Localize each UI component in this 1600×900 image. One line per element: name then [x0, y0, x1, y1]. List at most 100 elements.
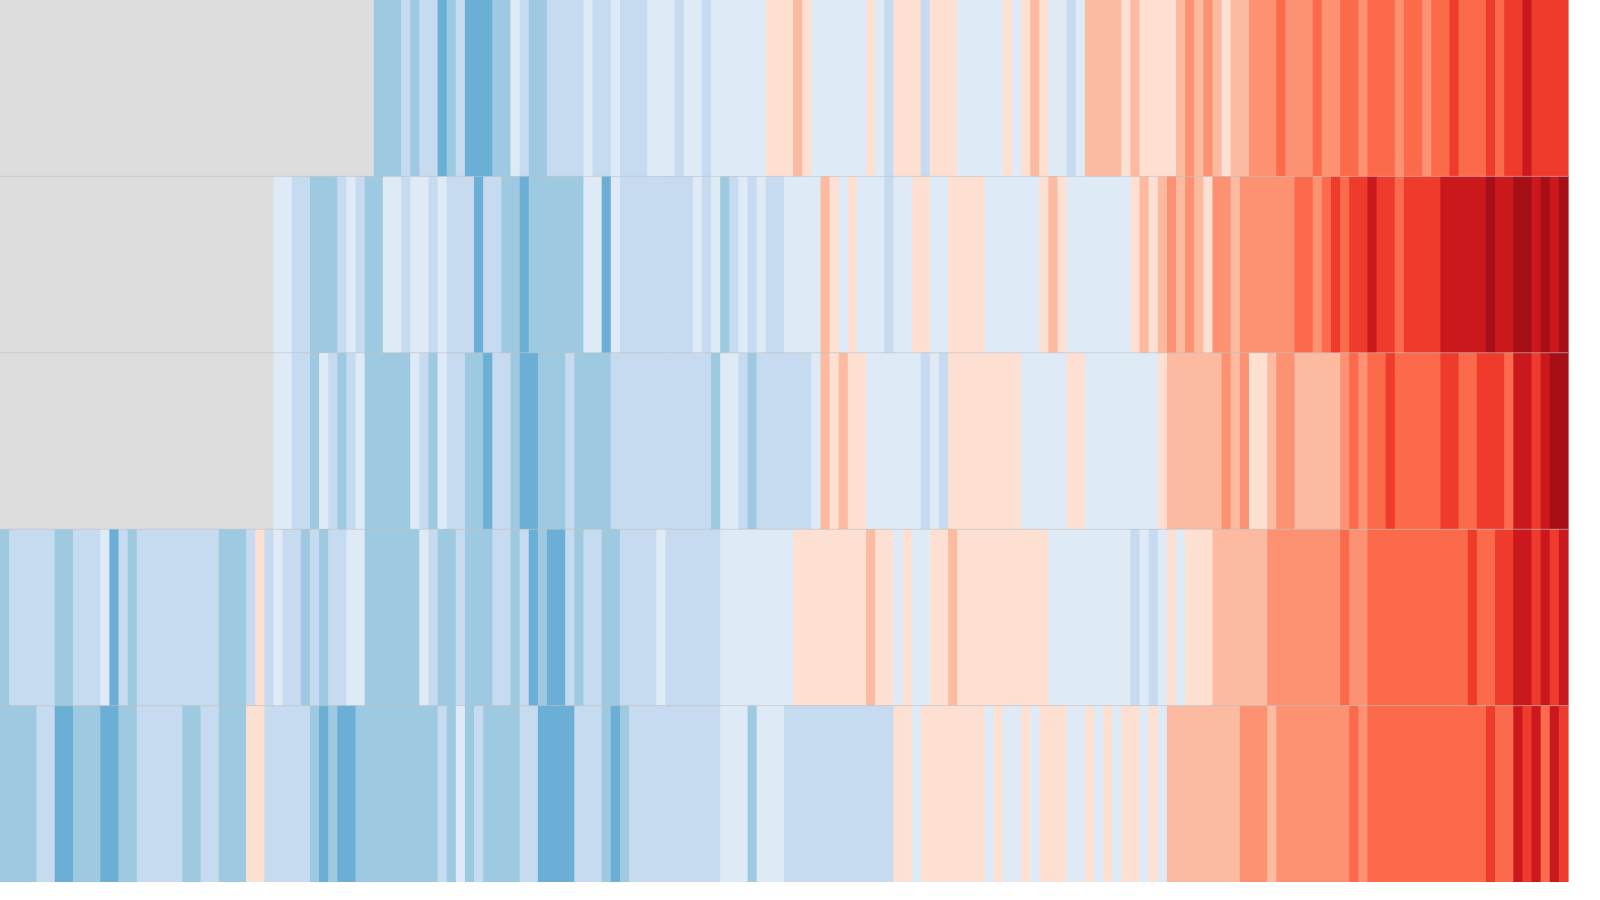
stripe [647, 0, 657, 177]
stripe [1476, 705, 1487, 882]
stripe [629, 705, 639, 882]
stripe [446, 352, 457, 530]
stripe [629, 352, 639, 530]
stripe [747, 0, 758, 177]
stripe [948, 705, 958, 882]
stripe [291, 352, 302, 530]
stripe [428, 529, 439, 706]
stripe [592, 705, 603, 882]
stripe [619, 176, 630, 353]
stripe [309, 352, 320, 530]
stripe [711, 352, 721, 530]
stripe [1340, 176, 1350, 353]
stripe [309, 176, 320, 353]
stripe [1148, 0, 1159, 177]
stripe [63, 705, 74, 882]
missing-stripe [309, 0, 320, 177]
stripe [765, 705, 776, 882]
stripe [802, 0, 812, 177]
stripe [1048, 0, 1059, 177]
missing-stripe [191, 176, 202, 353]
stripe [1239, 705, 1250, 882]
stripe [647, 529, 657, 706]
stripe [966, 0, 977, 177]
stripe [756, 705, 767, 882]
stripe [154, 529, 165, 706]
stripe [720, 705, 730, 882]
stripe [565, 352, 575, 530]
stripe [1449, 352, 1460, 530]
stripe [1495, 705, 1505, 882]
stripe [483, 176, 493, 353]
stripe [1258, 176, 1268, 353]
stripe [957, 352, 967, 530]
stripe [1011, 176, 1022, 353]
stripe [1540, 0, 1551, 177]
stripe [492, 176, 502, 353]
stripe [1349, 529, 1359, 706]
missing-stripe [72, 0, 83, 177]
stripe [392, 352, 402, 530]
stripe [938, 705, 949, 882]
stripe [282, 705, 293, 882]
stripe [665, 176, 676, 353]
missing-stripe [191, 352, 202, 530]
stripe [656, 352, 667, 530]
stripe [738, 705, 749, 882]
stripe [683, 0, 694, 177]
stripe [1531, 352, 1542, 530]
stripe [1531, 705, 1542, 882]
stripe [1385, 176, 1396, 353]
missing-stripe [127, 176, 138, 353]
stripe [428, 352, 439, 530]
stripe [1075, 352, 1086, 530]
stripe [1057, 0, 1068, 177]
stripe [1303, 352, 1314, 530]
missing-stripe [246, 176, 256, 353]
stripe [820, 705, 831, 882]
stripe [556, 352, 566, 530]
stripe [647, 705, 657, 882]
stripe [373, 529, 384, 706]
stripe [1467, 176, 1478, 353]
stripe [437, 705, 448, 882]
missing-stripe [209, 176, 220, 353]
stripe [1358, 705, 1369, 882]
stripe [1294, 0, 1305, 177]
stripe [483, 0, 493, 177]
stripe [1449, 0, 1460, 177]
stripe [893, 352, 904, 530]
stripe [656, 529, 667, 706]
stripe [1130, 705, 1141, 882]
stripe [273, 705, 284, 882]
stripe [838, 705, 849, 882]
stripe [1340, 705, 1350, 882]
stripe [1075, 0, 1086, 177]
stripe [1057, 176, 1068, 353]
stripe [1276, 176, 1286, 353]
stripe [1148, 352, 1159, 530]
stripe [1312, 529, 1323, 706]
stripe [619, 352, 630, 530]
stripe [902, 529, 913, 706]
missing-stripe [82, 176, 92, 353]
stripe [200, 705, 211, 882]
stripe [1549, 352, 1560, 530]
stripe [1413, 352, 1423, 530]
stripe [492, 352, 502, 530]
stripe [1513, 176, 1524, 353]
stripe [619, 529, 630, 706]
missing-stripe [54, 176, 65, 353]
stripe [1422, 705, 1432, 882]
missing-stripe [364, 0, 375, 177]
stripe [565, 529, 575, 706]
stripe [1203, 0, 1214, 177]
stripe [100, 529, 110, 706]
stripe [91, 705, 101, 882]
stripe [546, 352, 557, 530]
missing-stripe [355, 0, 366, 177]
stripe [1467, 705, 1478, 882]
stripe [610, 529, 621, 706]
stripe [1476, 529, 1487, 706]
missing-stripe [82, 0, 92, 177]
